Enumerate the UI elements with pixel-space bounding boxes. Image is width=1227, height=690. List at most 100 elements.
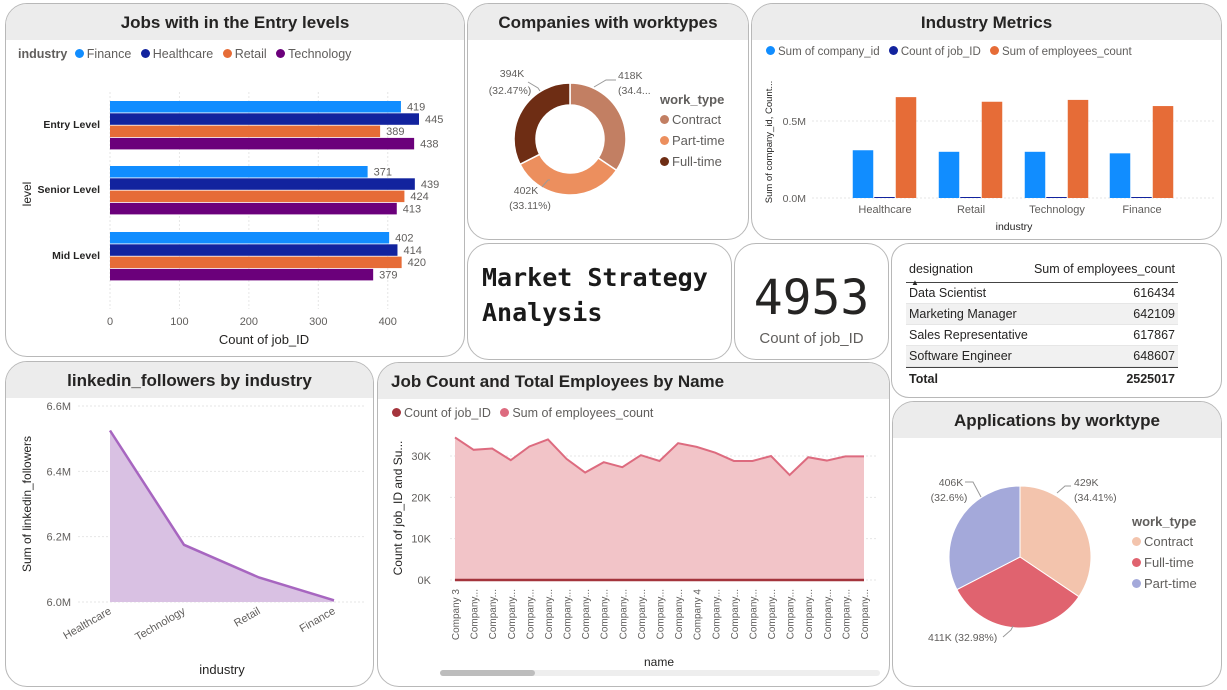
legend-dot bbox=[140, 49, 150, 58]
legend-item-part-time[interactable]: Part-time bbox=[1132, 576, 1197, 591]
legend-item-sum-employees-count[interactable]: Sum of employees_count bbox=[989, 46, 1132, 58]
legend-dot bbox=[392, 408, 401, 417]
x-tick-label: Company... bbox=[656, 589, 667, 639]
legend-item-full-time[interactable]: Full-time bbox=[660, 154, 725, 169]
x-tick-label: 100 bbox=[170, 316, 188, 328]
legend-item-count-job-id[interactable]: Count of job_ID bbox=[392, 406, 491, 420]
bar bbox=[110, 137, 415, 150]
legend-item-count-job-id[interactable]: Count of job_ID bbox=[888, 46, 981, 58]
bar bbox=[960, 197, 981, 198]
data-label: 402 bbox=[395, 233, 413, 245]
bar bbox=[110, 268, 374, 281]
table-row[interactable]: Sales Representative 617867 bbox=[906, 325, 1178, 346]
x-tick-label: Company... bbox=[711, 589, 722, 639]
legend-item-full-time[interactable]: Full-time bbox=[1132, 555, 1197, 570]
legend-dot bbox=[1132, 579, 1141, 588]
legend-item-finance[interactable]: Finance bbox=[74, 47, 131, 61]
applications-legend: work_type Contract Full-time Part-time bbox=[1132, 514, 1197, 597]
bar bbox=[895, 97, 917, 198]
legend-item-contract[interactable]: Contract bbox=[660, 112, 725, 127]
applications-card: Applications by worktype 429K (34.41%) 406… bbox=[892, 401, 1222, 687]
sort-ascending-icon[interactable]: ▲ bbox=[911, 278, 919, 287]
leader-line bbox=[541, 179, 550, 188]
legend-dot bbox=[888, 46, 898, 55]
category-label: Entry Level bbox=[43, 119, 100, 131]
series-line bbox=[454, 436, 864, 477]
y-axis-title: Sum of company_id, Count... bbox=[764, 81, 775, 204]
linkedin-chart: 6.0M 6.2M 6.4M 6.6M Healthcare Technology Reta… bbox=[20, 401, 366, 677]
data-label: (34.41%) bbox=[1074, 492, 1117, 504]
legend-item-retail[interactable]: Retail bbox=[222, 47, 267, 61]
data-label: 406K bbox=[939, 477, 964, 489]
x-tick-label: Healthcare bbox=[858, 204, 911, 216]
job-count-title: Job Count and Total Employees by Name bbox=[378, 363, 889, 399]
x-tick-label: Technology bbox=[1029, 204, 1085, 216]
legend-item-contract[interactable]: Contract bbox=[1132, 534, 1197, 549]
linkedin-title: linkedin_followers by industry bbox=[6, 362, 373, 398]
table-total-row: Total 2525017 bbox=[906, 367, 1178, 390]
industry-metrics-card: Industry Metrics Sum of company_id Count… bbox=[751, 3, 1222, 240]
bar bbox=[1152, 106, 1174, 198]
leader-line bbox=[1056, 485, 1071, 494]
bar bbox=[852, 150, 874, 198]
legend-item-sum-employees-count[interactable]: Sum of employees_count bbox=[500, 406, 653, 420]
data-label: 402K bbox=[514, 185, 539, 197]
column-header-designation[interactable]: designation bbox=[909, 262, 973, 276]
legend-dot bbox=[500, 408, 510, 417]
legend-dot bbox=[766, 46, 775, 55]
data-label: 371 bbox=[374, 167, 392, 179]
bar bbox=[938, 151, 960, 198]
designation-table: designation Sum of employees_count ▲ Dat… bbox=[906, 256, 1178, 390]
applications-pie-chart: 429K (34.41%) 406K (32.6%) 411K (32.98%) bbox=[928, 477, 1117, 644]
data-label: 413 bbox=[403, 203, 421, 215]
x-tick-label: Healthcare bbox=[61, 605, 113, 642]
x-tick-label: Company... bbox=[860, 589, 871, 639]
worktypes-donut-chart: 418K (34.4... 402K (33.11%) 394K (32.47%) bbox=[489, 68, 651, 212]
legend-item-part-time[interactable]: Part-time bbox=[660, 133, 725, 148]
legend-dot bbox=[74, 49, 84, 58]
category-label: Mid Level bbox=[52, 250, 100, 262]
title-box-card: Market Strategy Analysis bbox=[467, 243, 732, 360]
bar bbox=[110, 113, 419, 125]
x-tick-label: Company... bbox=[563, 589, 574, 639]
x-axis-title: name bbox=[644, 655, 674, 669]
area-fill bbox=[455, 437, 864, 580]
data-label: 445 bbox=[425, 114, 443, 126]
legend-item-healthcare[interactable]: Healthcare bbox=[140, 47, 213, 61]
bar bbox=[110, 101, 401, 113]
legend-dot bbox=[222, 49, 232, 58]
pie-slice bbox=[956, 556, 1080, 629]
x-tick-label: Finance bbox=[1122, 204, 1161, 216]
leader-line bbox=[593, 79, 616, 88]
y-tick-label: 0.5M bbox=[783, 116, 806, 128]
scrollbar-thumb[interactable] bbox=[440, 670, 535, 676]
entry-jobs-legend: industry Finance Healthcare Retail Techn… bbox=[18, 47, 357, 61]
legend-dot bbox=[660, 157, 669, 166]
worktypes-donut-title: Companies with worktypes bbox=[468, 4, 748, 40]
applications-legend-title: work_type bbox=[1132, 514, 1197, 529]
bar bbox=[110, 244, 398, 256]
data-label: (32.47%) bbox=[489, 85, 532, 97]
data-label: 424 bbox=[410, 191, 428, 203]
worktypes-donut-legend: work_type Contract Part-time Full-time bbox=[660, 92, 725, 175]
bar bbox=[110, 166, 368, 178]
x-tick-label: Retail bbox=[232, 605, 262, 629]
y-tick-label: 6.2M bbox=[47, 532, 71, 544]
table-row[interactable]: Software Engineer 648607 bbox=[906, 346, 1178, 367]
x-tick-label: Company... bbox=[804, 589, 815, 639]
entry-jobs-card: Jobs with in the Entry levels industry F… bbox=[5, 3, 465, 357]
table-row[interactable]: Marketing Manager 642109 bbox=[906, 304, 1178, 325]
x-tick-label: Retail bbox=[957, 204, 985, 216]
legend-item-sum-company-id[interactable]: Sum of company_id bbox=[766, 46, 880, 58]
y-tick-label: 0.0M bbox=[783, 193, 806, 205]
data-label: 438 bbox=[420, 138, 438, 150]
x-tick-label: Company... bbox=[581, 589, 592, 639]
legend-item-technology[interactable]: Technology bbox=[276, 47, 351, 61]
kpi-label: Count of job_ID bbox=[759, 330, 864, 347]
table-row[interactable]: Data Scientist 616434 bbox=[906, 283, 1178, 304]
pie-slice bbox=[948, 485, 1021, 591]
column-header-employees-count[interactable]: Sum of employees_count bbox=[1033, 262, 1175, 276]
series-line bbox=[108, 429, 335, 602]
report-title-line1: Market Strategy bbox=[482, 263, 708, 292]
